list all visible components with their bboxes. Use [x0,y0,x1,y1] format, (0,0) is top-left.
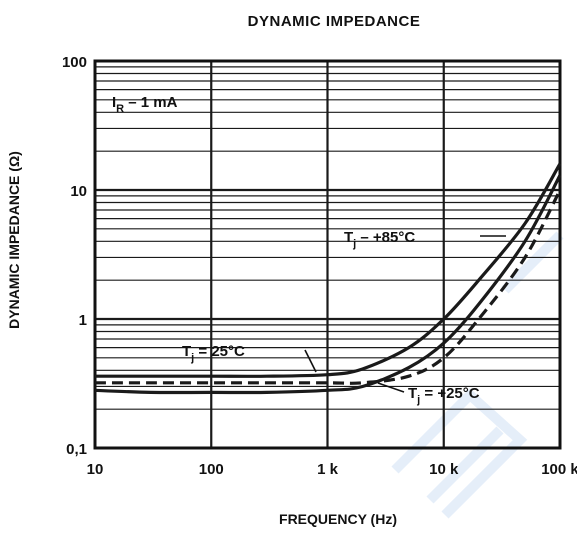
svg-text:Tj = +25°C: Tj = +25°C [408,385,480,406]
series-label-tj-25-dashed: Tj = 25°C [182,343,317,373]
watermark-logo [391,231,564,519]
x-tick-labels: 10 100 1 k 10 k 100 k [87,461,577,478]
series-line-1 [95,162,562,378]
x-tick-label: 100 [199,461,224,478]
grid [95,61,560,448]
y-tick-label: 100 [62,54,87,71]
series-line-3 [94,174,562,395]
svg-text:Tj = 25°C: Tj = 25°C [182,343,245,364]
x-tick-label: 10 k [429,461,459,478]
x-axis-label: FREQUENCY (Hz) [279,511,397,527]
series-group [94,162,562,395]
plot-frame [93,59,562,450]
x-tick-label: 10 [87,461,104,478]
series-label-tj-85: Tj – +85°C [344,229,506,250]
svg-text:IR – 1 mA: IR – 1 mA [112,94,178,115]
y-tick-labels: 0,1 1 10 100 [62,54,87,458]
series-label-tj-plus25: Tj = +25°C [377,382,480,406]
x-tick-label: 100 k [541,461,577,478]
y-tick-label: 1 [79,312,87,329]
condition-annotation: IR – 1 mA [112,94,178,115]
chart-title: DYNAMIC IMPEDANCE [248,13,421,30]
y-axis-label: DYNAMIC IMPEDANCE (Ω) [6,151,22,329]
x-tick-label: 1 k [317,461,339,478]
y-tick-label: 10 [70,183,87,200]
svg-text:Tj – +85°C: Tj – +85°C [344,229,415,250]
y-tick-label: 0,1 [66,441,87,458]
